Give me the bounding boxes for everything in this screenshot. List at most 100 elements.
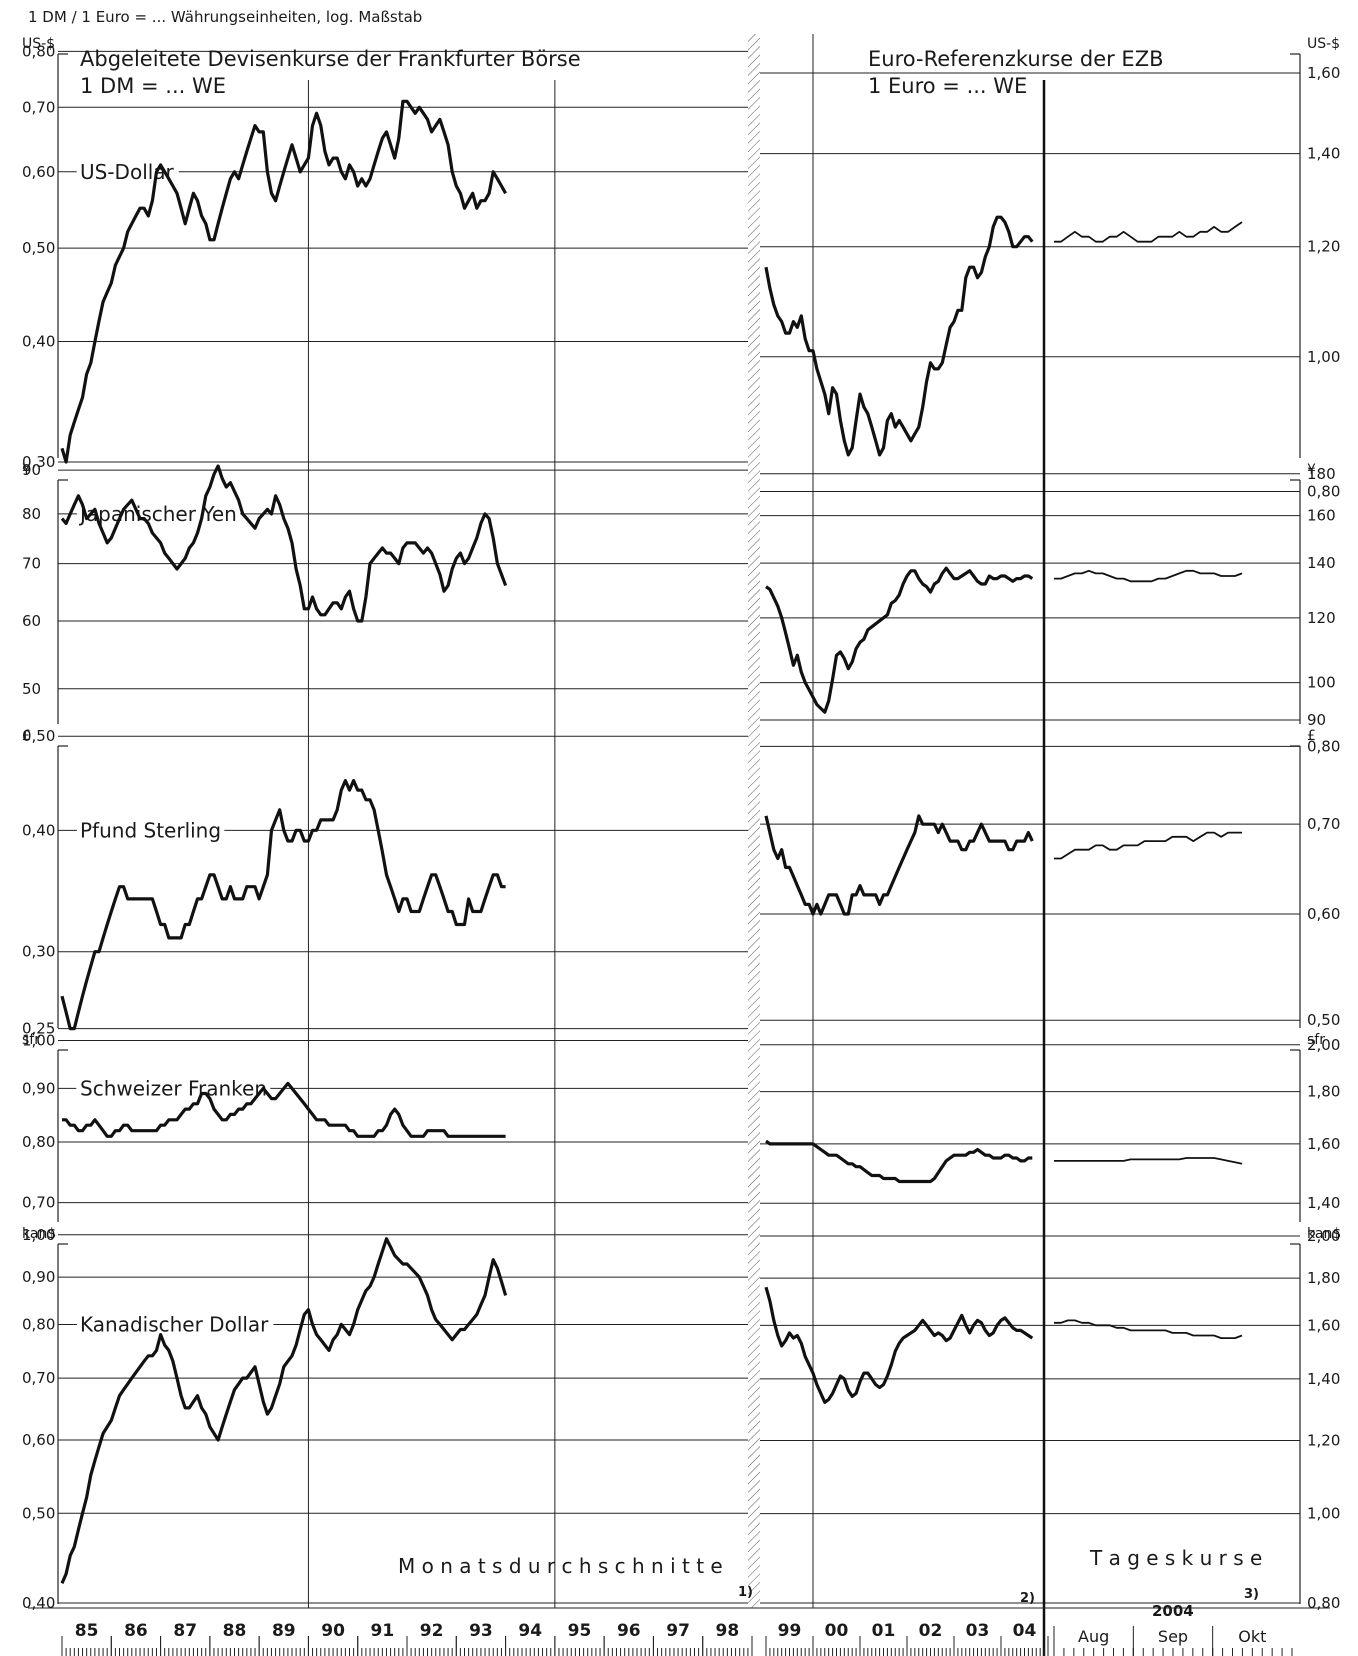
left-tick-label-us-dollar: 0,80 [22,42,55,60]
year-label-01: 01 [872,1621,896,1641]
right-tick-label-us-dollar: 0,80 [1307,482,1340,500]
right-tick-label-pfund-sterling: 0,60 [1307,905,1340,923]
left-tick-label-pfund-sterling: 0,30 [22,943,55,961]
footnote-euro-end: 2) [1020,1591,1035,1606]
left-tick-label-japanischer-yen: 60 [22,612,41,630]
series-label-us-dollar: US-Dollar [80,160,175,184]
year-label-90: 90 [321,1621,345,1641]
left-tick-label-schweizer-franken: 0,80 [22,1133,55,1151]
footnote-dm-end: 1) [738,1585,753,1600]
panel-pfund-sterling: 0,250,300,400,500,500,600,700,80£ £Pfund … [22,727,1340,1037]
year-label-98: 98 [716,1621,740,1641]
left-tick-label-kanadischer-dollar: 0,70 [22,1369,55,1387]
line-daily-us-dollar [1054,221,1243,243]
right-tick-label-us-dollar: 1,40 [1307,145,1340,163]
year-label-96: 96 [617,1621,641,1641]
left-tick-label-us-dollar: 0,50 [22,239,55,257]
left-tick-label-kanadischer-dollar: 0,60 [22,1431,55,1449]
right-tick-label-schweizer-franken: 1,80 [1307,1083,1340,1101]
year-label-87: 87 [173,1621,197,1641]
line-dm-japanischer-yen [60,464,508,623]
year-label-85: 85 [75,1621,99,1641]
series-label-kanadischer-dollar: Kanadischer Dollar [80,1312,269,1336]
footnote-daily-end: 3) [1244,1587,1259,1602]
right-tick-label-kanadischer-dollar: 2,00 [1307,1227,1340,1245]
left-subtitle: 1 DM = ... WE [80,74,226,98]
right-tick-label-japanischer-yen: 140 [1307,554,1336,572]
right-tick-label-pfund-sterling: 0,70 [1307,815,1340,833]
daily-month-label-aug: Aug [1078,1627,1109,1646]
line-euro-japanischer-yen [765,566,1034,714]
series-label-schweizer-franken: Schweizer Franken [80,1076,267,1100]
right-title: Euro-Referenzkurse der EZB [868,47,1164,71]
left-tick-label-pfund-sterling: 0,50 [22,727,55,745]
right-tick-label-kanadischer-dollar: 0,80 [1307,1594,1340,1612]
left-unit-schweizer-franken: sfr [22,1032,40,1048]
line-dm-pfund-sterling [60,779,506,1031]
right-tick-label-schweizer-franken: 1,60 [1307,1135,1340,1153]
right-tick-label-japanischer-yen: 90 [1307,711,1326,729]
line-euro-pfund-sterling [764,814,1034,916]
right-tick-label-japanischer-yen: 120 [1307,609,1336,627]
line-euro-us-dollar [764,215,1034,457]
dm-euro-break [748,34,760,1608]
line-dm-kanadischer-dollar [60,1237,508,1584]
right-tick-label-japanischer-yen: 180 [1307,465,1336,483]
left-tick-label-kanadischer-dollar: 0,50 [22,1504,55,1522]
right-tick-label-schweizer-franken: 1,40 [1307,1194,1340,1212]
daily-axis-year: 2004 [1152,1602,1194,1620]
left-unit-kanadischer-dollar: kan$ [22,1226,56,1242]
line-dm-us-dollar [60,99,507,464]
right-tick-label-kanadischer-dollar: 1,80 [1307,1269,1340,1287]
left-tick-label-schweizer-franken: 0,90 [22,1079,55,1097]
series-label-pfund-sterling: Pfund Sterling [80,818,221,842]
line-euro-kanadischer-dollar [764,1286,1034,1404]
line-daily-japanischer-yen [1054,569,1243,583]
daily-label: T a g e s k u r s e [1089,1546,1262,1570]
left-tick-label-kanadischer-dollar: 0,40 [22,1594,55,1612]
left-tick-label-kanadischer-dollar: 1,00 [22,1226,55,1244]
year-label-93: 93 [469,1621,493,1641]
right-tick-label-schweizer-franken: 2,00 [1307,1036,1340,1054]
panel-kanadischer-dollar: 0,40 0,50 0,60 0,70 0,80 0,90 1,00 0,80 1,00 1,20… [22,1226,1341,1612]
right-unit-japanischer-yen: ¥ [1307,462,1316,478]
left-tick-label-us-dollar: 0,30 [22,453,55,471]
scale-note: 1 DM / 1 Euro = ... Währungseinheiten, l… [28,8,422,26]
year-label-97: 97 [666,1621,690,1641]
year-label-89: 89 [272,1621,296,1641]
left-tick-label-japanischer-yen: 80 [22,505,41,523]
left-tick-label-pfund-sterling: 0,25 [22,1020,55,1038]
daily-month-label-okt: Okt [1238,1627,1266,1646]
left-tick-label-kanadischer-dollar: 0,90 [22,1268,55,1286]
right-tick-label-japanischer-yen: 100 [1307,674,1336,692]
year-label-03: 03 [966,1621,990,1641]
monthly-label: M o n a t s d u r c h s c h n i t t e [398,1554,723,1578]
right-tick-label-japanischer-yen: 160 [1307,507,1336,525]
line-daily-pfund-sterling [1054,831,1242,860]
right-tick-label-us-dollar: 1,60 [1307,64,1340,82]
line-daily-kanadischer-dollar [1054,1319,1243,1339]
year-label-02: 02 [919,1621,943,1641]
left-tick-label-kanadischer-dollar: 0,80 [22,1315,55,1333]
left-tick-label-schweizer-franken: 1,00 [22,1032,55,1050]
year-label-99: 99 [778,1621,802,1641]
left-unit-us-dollar: US-$ [22,36,55,52]
year-label-00: 00 [825,1621,849,1641]
left-tick-label-japanischer-yen: 50 [22,680,41,698]
left-tick-label-pfund-sterling: 0,40 [22,821,55,839]
line-dm-schweizer-franken [62,1081,506,1138]
left-unit-pfund-sterling: £ [22,728,31,744]
daily-month-label-sep: Sep [1158,1627,1188,1646]
right-subtitle: 1 Euro = ... WE [868,74,1027,98]
right-tick-label-kanadischer-dollar: 1,00 [1307,1505,1340,1523]
year-label-92: 92 [420,1621,444,1641]
series-label-japanischer-yen: Japanischer Yen [78,502,237,526]
line-euro-schweizer-franken [765,1139,1033,1184]
left-unit-japanischer-yen: ¥ [22,462,31,478]
right-unit-kanadischer-dollar: kan$ [1307,1226,1341,1242]
line-daily-schweizer-franken [1054,1157,1243,1165]
left-tick-label-us-dollar: 0,40 [22,333,55,351]
right-tick-label-pfund-sterling: 0,50 [1307,1011,1340,1029]
